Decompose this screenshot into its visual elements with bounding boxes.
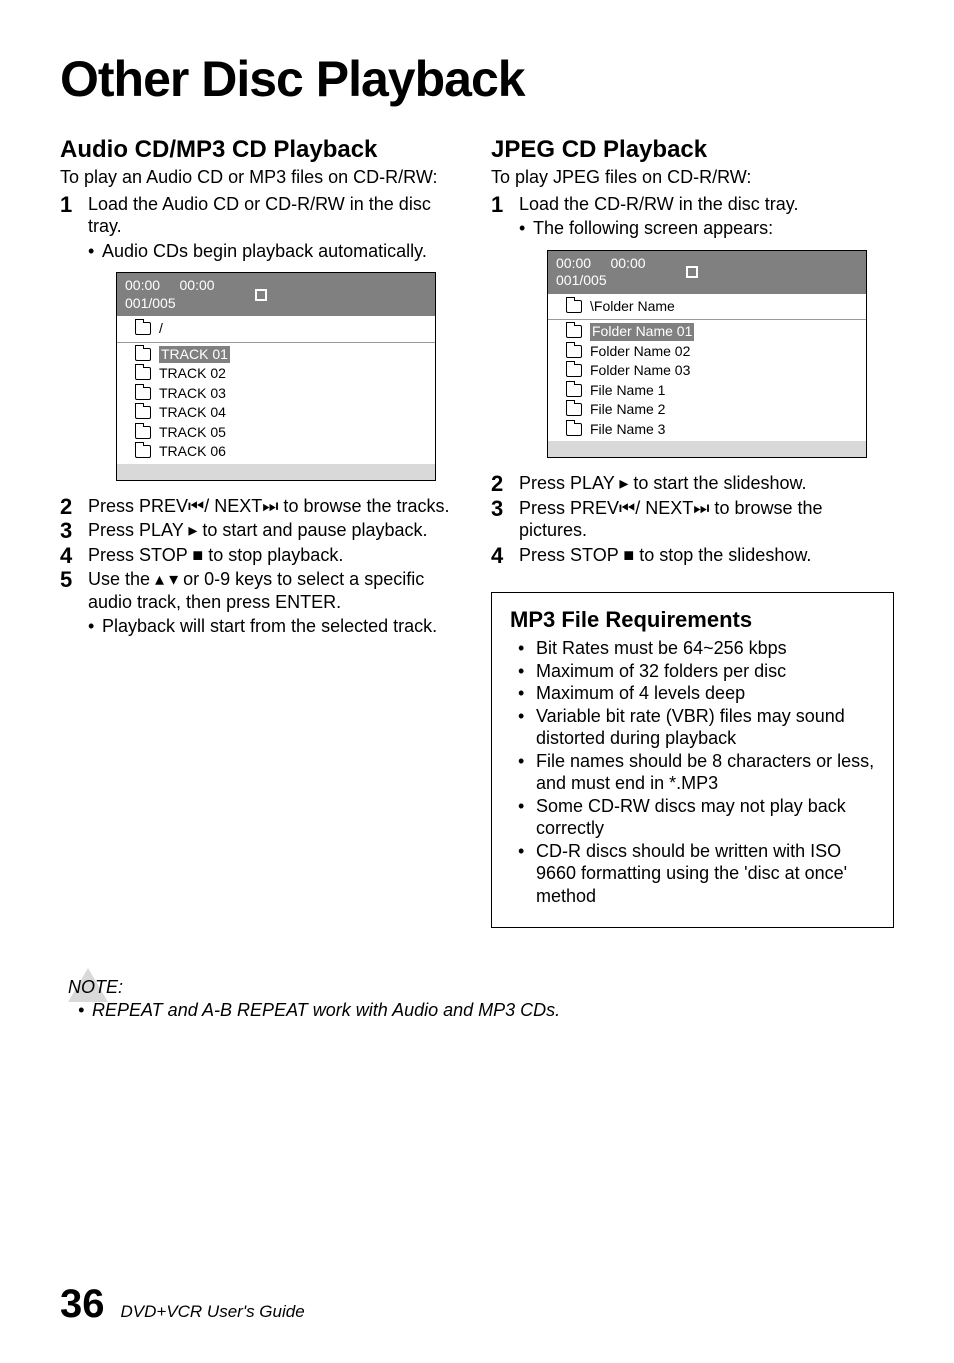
screen-list: TRACK 01 TRACK 02 TRACK 03 TRACK 04 TRAC… bbox=[117, 342, 435, 464]
file-icon bbox=[135, 367, 151, 380]
list-item: File Name 1 bbox=[548, 381, 866, 401]
step: Load the Audio CD or CD-R/RW in the disc… bbox=[60, 193, 463, 481]
screen-footer bbox=[548, 441, 866, 457]
requirements-list: Bit Rates must be 64~256 kbps Maximum of… bbox=[510, 637, 875, 907]
stop-icon bbox=[255, 289, 267, 301]
screen-path: / bbox=[117, 316, 435, 342]
file-icon bbox=[566, 423, 582, 436]
list-item: TRACK 01 bbox=[117, 345, 435, 365]
audio-cd-heading: Audio CD/MP3 CD Playback bbox=[60, 136, 463, 164]
time-1: 00:00 bbox=[556, 255, 591, 271]
file-icon bbox=[566, 384, 582, 397]
file-icon bbox=[135, 426, 151, 439]
step: Use the ▴ ▾ or 0-9 keys to select a spec… bbox=[60, 568, 463, 638]
list-item: Folder Name 01 bbox=[548, 322, 866, 342]
requirement: Variable bit rate (VBR) files may sound … bbox=[510, 705, 875, 750]
item-label: TRACK 02 bbox=[159, 365, 226, 383]
file-icon bbox=[135, 445, 151, 458]
folder-icon bbox=[135, 322, 151, 335]
mp3-requirements-box: MP3 File Requirements Bit Rates must be … bbox=[491, 592, 894, 928]
step: Press STOP ■ to stop playback. bbox=[60, 544, 463, 567]
item-label: TRACK 04 bbox=[159, 404, 226, 422]
folder-icon bbox=[566, 325, 582, 338]
requirement: CD-R discs should be written with ISO 96… bbox=[510, 840, 875, 908]
substep: Audio CDs begin playback automatically. bbox=[88, 240, 463, 263]
step: Press PLAY ▸ to start the slideshow. bbox=[491, 472, 894, 495]
requirement: Bit Rates must be 64~256 kbps bbox=[510, 637, 875, 660]
item-label: TRACK 01 bbox=[159, 346, 230, 364]
audio-cd-intro: To play an Audio CD or MP3 files on CD-R… bbox=[60, 166, 463, 189]
item-label: TRACK 05 bbox=[159, 424, 226, 442]
note-item: REPEAT and A-B REPEAT work with Audio an… bbox=[78, 999, 894, 1022]
right-column: JPEG CD Playback To play JPEG files on C… bbox=[491, 136, 894, 928]
counter: 001/005 bbox=[556, 272, 607, 288]
screen-footer bbox=[117, 464, 435, 480]
list-item: TRACK 04 bbox=[117, 403, 435, 423]
jpeg-cd-intro: To play JPEG files on CD-R/RW: bbox=[491, 166, 894, 189]
list-item: Folder Name 03 bbox=[548, 361, 866, 381]
substep: The following screen appears: bbox=[519, 217, 894, 240]
jpeg-cd-heading: JPEG CD Playback bbox=[491, 136, 894, 164]
note-block: NOTE: REPEAT and A-B REPEAT work with Au… bbox=[60, 976, 894, 1021]
screen-list: Folder Name 01 Folder Name 02 Folder Nam… bbox=[548, 319, 866, 441]
time-2: 00:00 bbox=[180, 277, 215, 293]
note-label: NOTE: bbox=[68, 977, 123, 997]
requirement: Maximum of 32 folders per disc bbox=[510, 660, 875, 683]
requirement: Some CD-RW discs may not play back corre… bbox=[510, 795, 875, 840]
step: Press PREV⏮/ NEXT⏭ to browse the tracks. bbox=[60, 495, 463, 518]
file-icon bbox=[135, 387, 151, 400]
list-item: File Name 2 bbox=[548, 400, 866, 420]
folder-icon bbox=[566, 364, 582, 377]
time-1: 00:00 bbox=[125, 277, 160, 293]
screen-path: \Folder Name bbox=[548, 294, 866, 320]
left-column: Audio CD/MP3 CD Playback To play an Audi… bbox=[60, 136, 463, 928]
step-text: Load the CD-R/RW in the disc tray. bbox=[519, 194, 798, 214]
counter: 001/005 bbox=[125, 295, 176, 311]
audio-cd-steps: Load the Audio CD or CD-R/RW in the disc… bbox=[60, 193, 463, 638]
step-text: Load the Audio CD or CD-R/RW in the disc… bbox=[88, 194, 431, 237]
item-label: TRACK 06 bbox=[159, 443, 226, 461]
folder-icon bbox=[566, 300, 582, 313]
content-columns: Audio CD/MP3 CD Playback To play an Audi… bbox=[60, 136, 894, 928]
screen-status: 00:00 00:00 001/005 bbox=[117, 273, 435, 316]
file-icon bbox=[135, 348, 151, 361]
step: Load the CD-R/RW in the disc tray. The f… bbox=[491, 193, 894, 459]
list-item: Folder Name 02 bbox=[548, 342, 866, 362]
page-footer: 36 DVD+VCR User's Guide bbox=[60, 1282, 305, 1327]
item-label: File Name 3 bbox=[590, 421, 665, 439]
page-number: 36 bbox=[60, 1282, 105, 1327]
step: Press PREV⏮/ NEXT⏭ to browse the picture… bbox=[491, 497, 894, 542]
path-text: / bbox=[159, 320, 163, 338]
box-title: MP3 File Requirements bbox=[510, 607, 875, 633]
item-label: Folder Name 03 bbox=[590, 362, 690, 380]
folder-icon bbox=[566, 345, 582, 358]
item-label: Folder Name 02 bbox=[590, 343, 690, 361]
requirement: File names should be 8 characters or les… bbox=[510, 750, 875, 795]
item-label: Folder Name 01 bbox=[590, 323, 694, 341]
guide-label: DVD+VCR User's Guide bbox=[121, 1302, 305, 1322]
file-icon bbox=[135, 406, 151, 419]
list-item: TRACK 03 bbox=[117, 384, 435, 404]
jpeg-cd-screen: 00:00 00:00 001/005 \Folder Name bbox=[547, 250, 867, 459]
item-label: TRACK 03 bbox=[159, 385, 226, 403]
list-item: TRACK 02 bbox=[117, 364, 435, 384]
screen-status: 00:00 00:00 001/005 bbox=[548, 251, 866, 294]
file-icon bbox=[566, 403, 582, 416]
step-text: Use the ▴ ▾ or 0-9 keys to select a spec… bbox=[88, 569, 424, 612]
item-label: File Name 1 bbox=[590, 382, 665, 400]
item-label: File Name 2 bbox=[590, 401, 665, 419]
substep: Playback will start from the selected tr… bbox=[88, 615, 463, 638]
step: Press STOP ■ to stop the slideshow. bbox=[491, 544, 894, 567]
list-item: TRACK 05 bbox=[117, 423, 435, 443]
step: Press PLAY ▸ to start and pause playback… bbox=[60, 519, 463, 542]
time-2: 00:00 bbox=[611, 255, 646, 271]
requirement: Maximum of 4 levels deep bbox=[510, 682, 875, 705]
page-title: Other Disc Playback bbox=[60, 50, 894, 108]
path-text: \Folder Name bbox=[590, 298, 675, 316]
jpeg-cd-steps: Load the CD-R/RW in the disc tray. The f… bbox=[491, 193, 894, 567]
audio-cd-screen: 00:00 00:00 001/005 / TRACK 01 bbox=[116, 272, 436, 481]
stop-icon bbox=[686, 266, 698, 278]
list-item: File Name 3 bbox=[548, 420, 866, 440]
list-item: TRACK 06 bbox=[117, 442, 435, 462]
